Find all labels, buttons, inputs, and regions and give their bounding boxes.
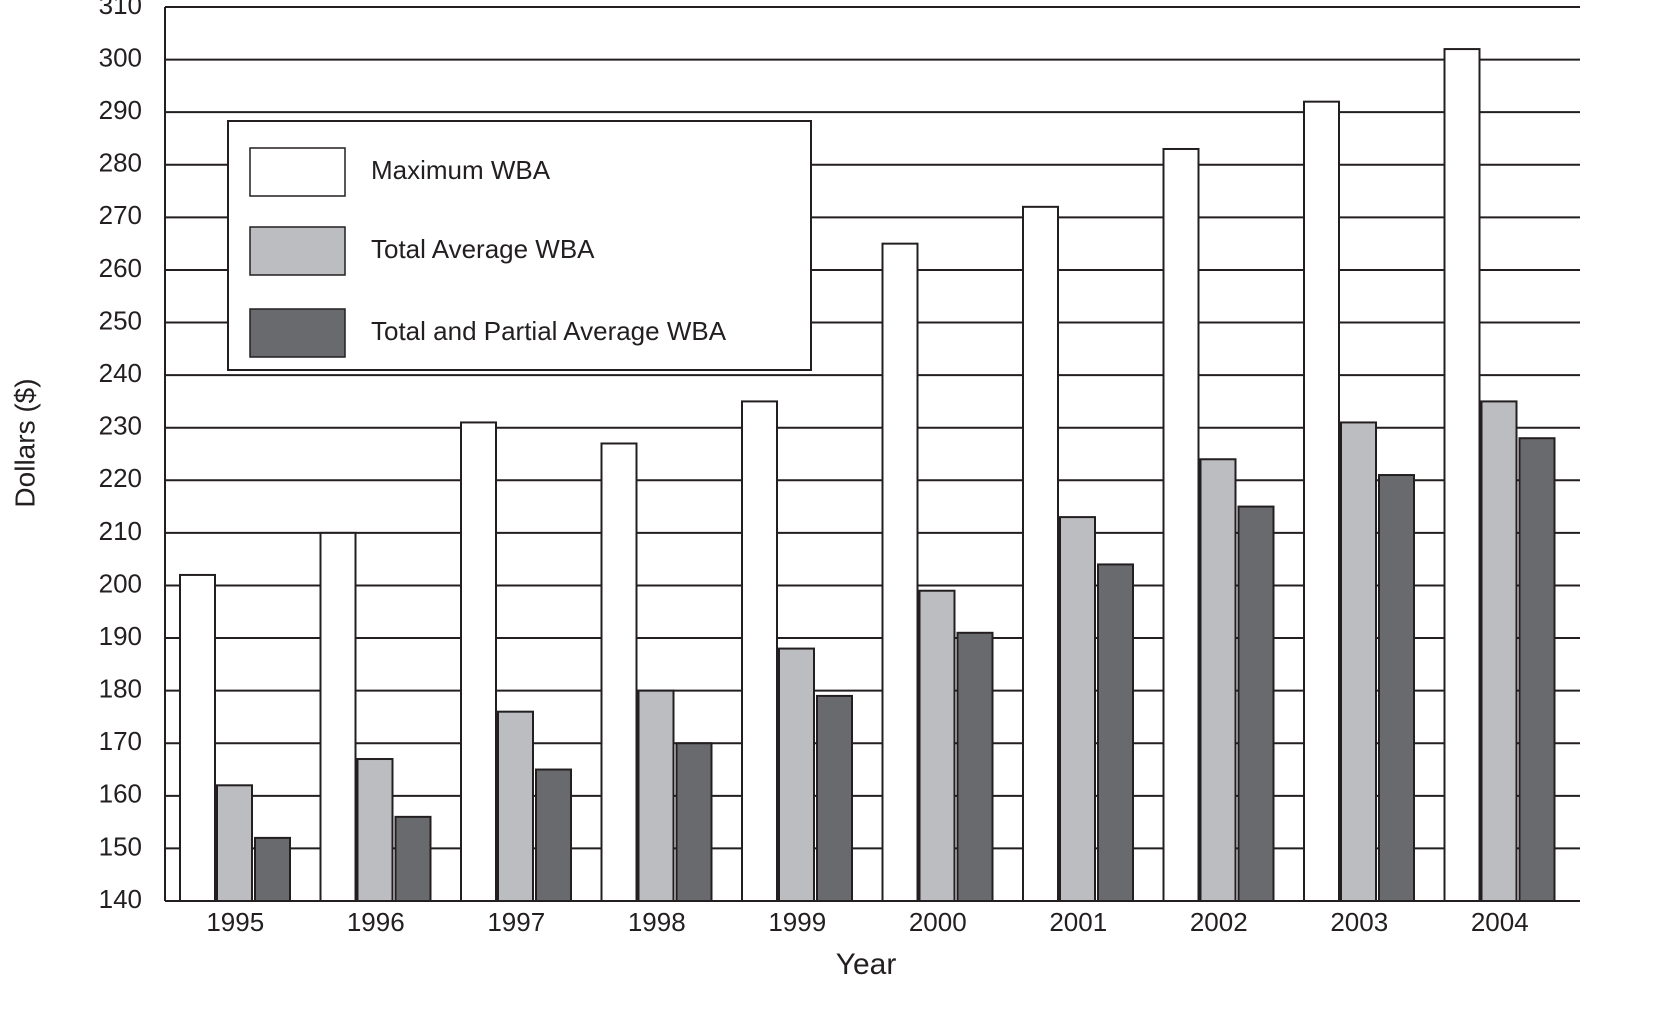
- y-tick-label: 150: [99, 831, 142, 861]
- y-tick-label: 300: [99, 42, 142, 72]
- y-tick-label: 260: [99, 253, 142, 283]
- bar: [497, 710, 534, 903]
- bar: [1443, 48, 1481, 902]
- x-tick-label: 1998: [628, 907, 686, 937]
- y-tick-label: 310: [99, 0, 142, 20]
- bar: [356, 758, 394, 903]
- legend-label: Total Average WBA: [371, 234, 595, 264]
- bar: [675, 742, 713, 902]
- bar: [918, 589, 956, 903]
- legend-label: Total and Partial Average WBA: [371, 316, 727, 346]
- bar: [816, 694, 853, 902]
- y-tick-label: 140: [99, 884, 142, 914]
- x-axis-label: Year: [836, 948, 897, 981]
- x-tick-label: 2004: [1471, 907, 1529, 937]
- bar: [1059, 516, 1096, 902]
- x-tick-label: 2000: [909, 907, 967, 937]
- bar: [778, 647, 815, 902]
- x-tick-label: 2001: [1049, 907, 1107, 937]
- y-tick-label: 220: [99, 463, 142, 493]
- bar: [1022, 205, 1059, 903]
- y-tick-label: 180: [99, 674, 142, 704]
- bar: [1199, 458, 1237, 902]
- y-tick-label: 190: [99, 621, 142, 651]
- y-tick-label: 280: [99, 148, 142, 178]
- y-axis-label: Dollars ($): [9, 378, 40, 507]
- bar: [1518, 437, 1556, 902]
- x-tick-label: 2002: [1190, 907, 1248, 937]
- bar: [956, 631, 994, 902]
- bar: [254, 836, 291, 902]
- bar: [1237, 505, 1275, 902]
- bar: [1480, 400, 1518, 902]
- bar: [216, 784, 253, 903]
- legend-swatch: [249, 226, 346, 276]
- bar: [1097, 563, 1134, 902]
- x-tick-label: 1995: [206, 907, 264, 937]
- bar: [600, 442, 638, 902]
- bar: [1378, 474, 1415, 902]
- x-tick-label: 1996: [347, 907, 405, 937]
- bar: [1303, 100, 1340, 903]
- bar: [1340, 421, 1377, 902]
- y-tick-label: 250: [99, 305, 142, 335]
- legend-swatch: [249, 308, 346, 358]
- bar: [535, 768, 572, 902]
- y-tick-label: 240: [99, 358, 142, 388]
- x-tick-label: 2003: [1330, 907, 1388, 937]
- y-tick-label: 270: [99, 200, 142, 230]
- bar: [460, 421, 497, 902]
- y-tick-label: 170: [99, 726, 142, 756]
- bar: [1162, 147, 1200, 903]
- bar: [394, 815, 432, 902]
- y-tick-label: 290: [99, 95, 142, 125]
- legend-swatch: [249, 147, 346, 197]
- y-tick-label: 210: [99, 516, 142, 546]
- x-tick-label: 1997: [487, 907, 545, 937]
- y-tick-label: 230: [99, 411, 142, 441]
- bar: [881, 242, 919, 903]
- y-tick-label: 160: [99, 779, 142, 809]
- bar: [741, 400, 778, 902]
- bar: [179, 573, 216, 902]
- legend-label: Maximum WBA: [371, 155, 551, 185]
- x-tick-label: 1999: [768, 907, 826, 937]
- bar: [637, 689, 675, 902]
- y-tick-label: 200: [99, 568, 142, 598]
- bar: [319, 531, 357, 902]
